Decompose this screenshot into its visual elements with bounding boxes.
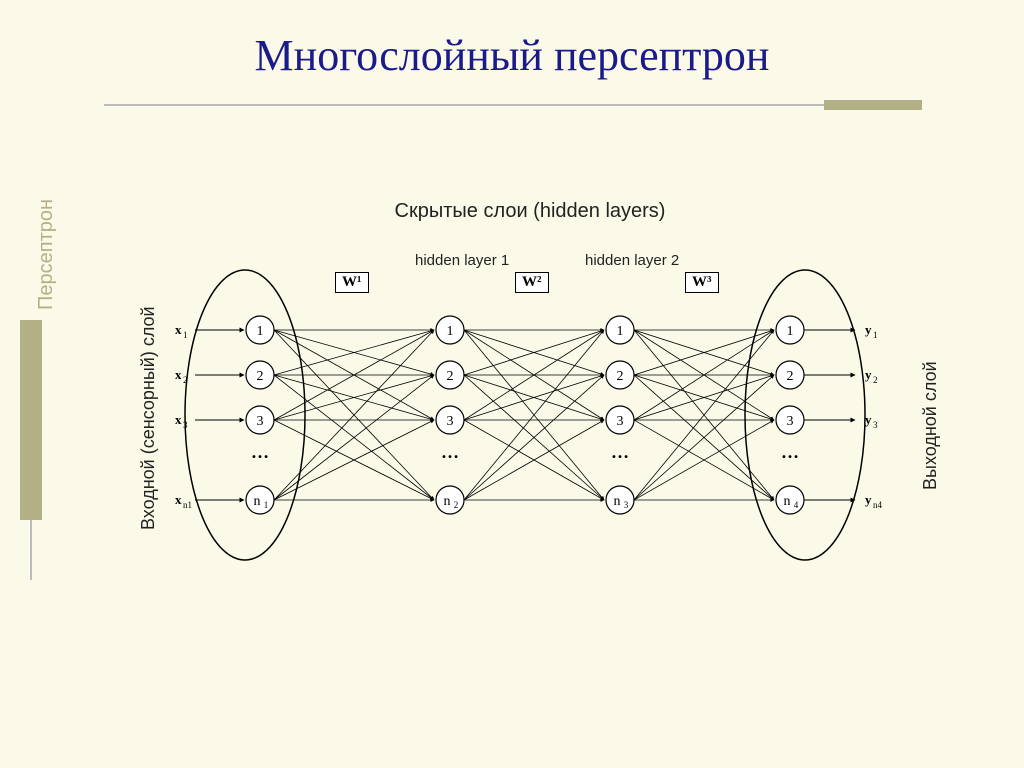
svg-text:x: x	[175, 367, 182, 382]
svg-text:1: 1	[183, 330, 188, 340]
svg-text:…: …	[611, 442, 629, 462]
svg-text:n: n	[784, 494, 791, 509]
svg-text:3: 3	[183, 420, 188, 430]
svg-text:x: x	[175, 322, 182, 337]
divider-line	[104, 104, 922, 106]
svg-text:y: y	[865, 492, 872, 507]
hidden-layers-title: Скрытые слои (hidden layers)	[130, 200, 930, 223]
svg-text:y: y	[865, 367, 872, 382]
svg-text:1: 1	[264, 500, 269, 510]
svg-text:…: …	[441, 442, 459, 462]
mlp-diagram: Скрытые слои (hidden layers) hidden laye…	[130, 200, 930, 620]
network-svg: x1x2x3xn1y1y2y3yn4123n1…123n2…123n3…123n…	[130, 240, 930, 620]
svg-text:1: 1	[257, 324, 264, 339]
svg-text:2: 2	[617, 369, 624, 384]
svg-text:4: 4	[794, 500, 799, 510]
svg-text:y: y	[865, 412, 872, 427]
svg-text:n: n	[444, 494, 451, 509]
svg-text:2: 2	[183, 375, 188, 385]
svg-text:3: 3	[447, 414, 454, 429]
svg-text:1: 1	[617, 324, 624, 339]
svg-text:…: …	[781, 442, 799, 462]
svg-text:1: 1	[873, 330, 878, 340]
divider-accent	[824, 100, 922, 110]
slide-title: Многослойный персептрон	[0, 30, 1024, 81]
svg-text:…: …	[251, 442, 269, 462]
svg-text:2: 2	[787, 369, 794, 384]
svg-text:x: x	[175, 412, 182, 427]
svg-text:2: 2	[447, 369, 454, 384]
svg-text:2: 2	[454, 500, 459, 510]
svg-text:3: 3	[787, 414, 794, 429]
svg-text:2: 2	[873, 375, 878, 385]
svg-text:1: 1	[447, 324, 454, 339]
svg-text:2: 2	[257, 369, 264, 384]
svg-text:n4: n4	[873, 500, 883, 510]
side-accent-bar	[20, 320, 42, 520]
side-thin-line	[30, 520, 32, 580]
svg-text:n1: n1	[183, 500, 192, 510]
svg-text:3: 3	[617, 414, 624, 429]
svg-text:n: n	[614, 494, 621, 509]
svg-text:x: x	[175, 492, 182, 507]
sidebar-category: Персептрон	[35, 199, 58, 310]
svg-text:y: y	[865, 322, 872, 337]
svg-text:n: n	[254, 494, 261, 509]
svg-text:3: 3	[873, 420, 878, 430]
svg-text:3: 3	[624, 500, 629, 510]
svg-text:1: 1	[787, 324, 794, 339]
svg-text:3: 3	[257, 414, 264, 429]
